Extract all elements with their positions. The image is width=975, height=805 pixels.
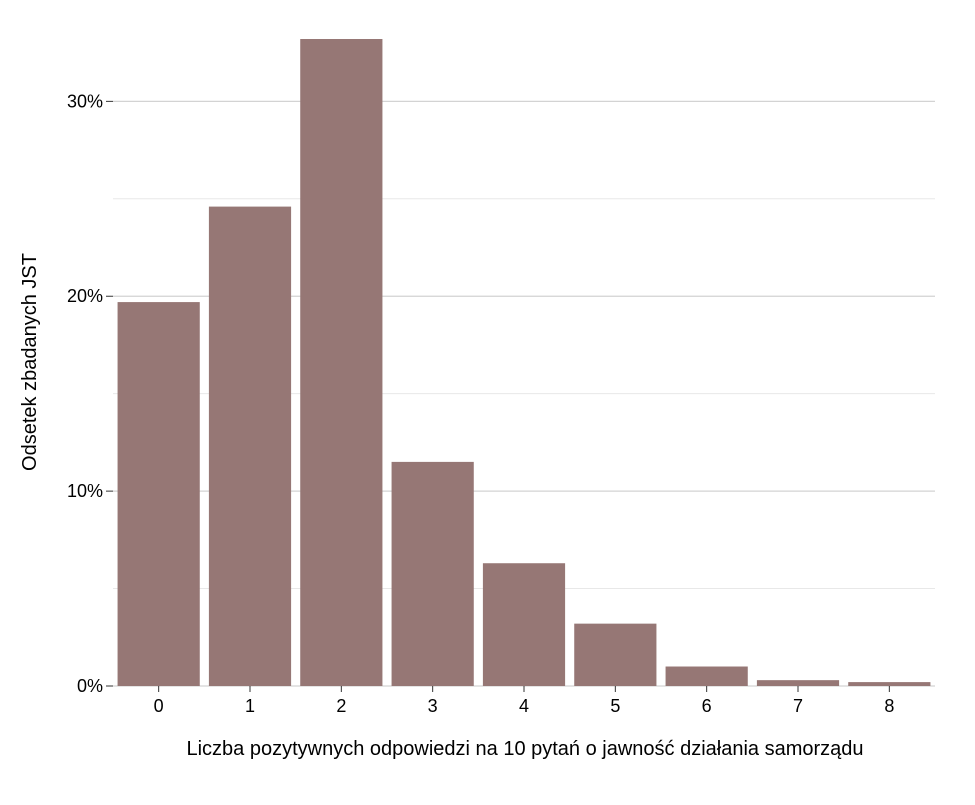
- bar-2: [300, 39, 383, 686]
- y-axis-title: Odsetek zbadanych JST: [19, 253, 41, 471]
- x-tick-label: 3: [428, 696, 438, 716]
- x-axis-title: Liczba pozytywnych odpowiedzi na 10 pyta…: [186, 738, 863, 760]
- bar-5: [574, 623, 657, 686]
- x-tick-label: 0: [154, 696, 164, 716]
- x-tick-label: 4: [519, 696, 529, 716]
- bars-layer: [117, 39, 931, 687]
- bar-8: [848, 682, 931, 686]
- x-tick-label: 2: [336, 696, 346, 716]
- bar-1: [208, 206, 292, 687]
- x-tick-label: 7: [793, 696, 803, 716]
- bar-0: [117, 302, 200, 686]
- bar-4: [482, 563, 566, 686]
- x-tick-label: 5: [610, 696, 620, 716]
- y-tick-label: 10%: [67, 481, 103, 501]
- bar-6: [665, 666, 748, 686]
- y-tick-label: 0%: [77, 676, 103, 696]
- x-tick-label: 8: [884, 696, 894, 716]
- axis-layer: 0% 10% 20% 30% 0 1 2 3 4 5 6 7 8: [67, 91, 894, 716]
- bar-7: [756, 680, 840, 686]
- y-tick-label: 30%: [67, 91, 103, 111]
- y-tick-label: 20%: [67, 286, 103, 306]
- x-tick-label: 6: [702, 696, 712, 716]
- bar-3: [391, 461, 474, 686]
- x-tick-label: 1: [245, 696, 255, 716]
